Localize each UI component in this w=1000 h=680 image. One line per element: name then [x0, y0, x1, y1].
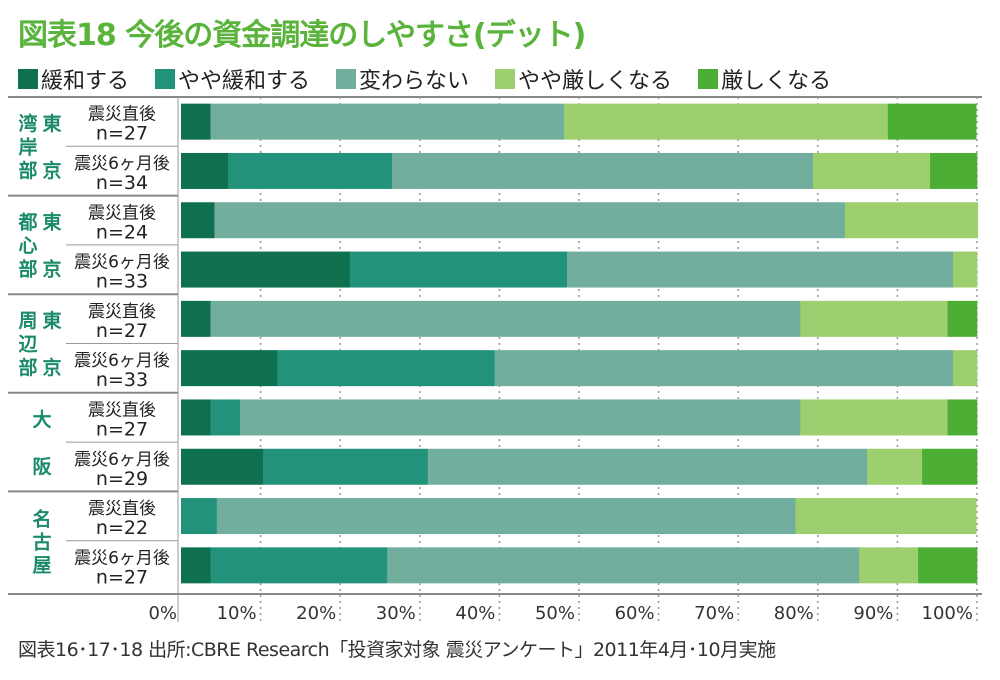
bar-segment-2 — [214, 202, 846, 239]
bar-segment-1 — [210, 547, 388, 584]
legend-swatch — [18, 69, 38, 89]
source-footnote: 図表16･17･18 出所:CBRE Research「投資家対象 震災アンケー… — [18, 639, 776, 661]
bar-segment-2 — [216, 498, 796, 535]
x-tick-label: 10% — [217, 603, 257, 624]
legend-label: 緩和する — [41, 69, 130, 94]
x-tick-label: 60% — [615, 603, 655, 624]
bar-segment-2 — [494, 350, 954, 387]
bar-segment-0 — [181, 547, 211, 584]
bar-segment-4 — [947, 300, 978, 337]
x-tick-label: 70% — [694, 603, 734, 624]
row-n-label: n=27 — [96, 418, 148, 440]
group-label: 大阪 — [32, 408, 52, 478]
bar-segment-1 — [262, 448, 429, 485]
bar-segment-3 — [563, 103, 889, 140]
bar-segment-3 — [867, 448, 923, 485]
row-n-label: n=33 — [96, 271, 148, 293]
x-tick-label: 100% — [922, 603, 973, 624]
bar-segment-2 — [391, 152, 814, 189]
bar-segment-0 — [181, 251, 351, 288]
group-label: 東京都心部 — [17, 211, 61, 281]
row-n-label: n=33 — [96, 369, 148, 391]
bar-segment-2 — [210, 300, 801, 337]
bar-segment-3 — [844, 202, 979, 239]
row-label: 震災6ヶ月後 — [74, 351, 170, 371]
x-tick-label: 40% — [455, 603, 495, 624]
bar-segment-3 — [953, 350, 978, 387]
legend-swatch — [336, 69, 357, 89]
row-n-label: n=24 — [96, 221, 148, 243]
bar-segment-0 — [181, 350, 278, 387]
x-tick-label: 50% — [535, 603, 575, 624]
chart-title: 図表18 今後の資金調達のしやすさ(デット) — [18, 18, 586, 53]
row-n-label: n=34 — [96, 172, 148, 194]
bar-segment-1 — [181, 498, 218, 535]
bar-segment-2 — [567, 251, 954, 288]
row-label: 震災直後 — [88, 400, 156, 420]
row-label: 震災6ヶ月後 — [74, 548, 170, 568]
bar-segment-1 — [227, 152, 393, 189]
row-n-label: n=27 — [96, 566, 148, 588]
legend-swatch — [155, 69, 176, 89]
bar-segment-0 — [181, 448, 264, 485]
row-label: 震災直後 — [88, 203, 156, 223]
legend: 緩和する やや緩和する 変わらない やや厳しくなる 厳しくなる — [18, 63, 831, 95]
bar-segment-2 — [239, 399, 801, 436]
bar-segment-3 — [795, 498, 977, 535]
row-label: 震災直後 — [88, 499, 156, 519]
row-label: 震災直後 — [88, 302, 156, 322]
bar-segment-3 — [953, 251, 978, 288]
x-tick-label: 0% — [148, 603, 177, 624]
legend-item: 変わらない — [336, 63, 469, 95]
bar-segment-2 — [210, 103, 565, 140]
legend-swatch — [495, 69, 516, 89]
x-tick-label: 30% — [376, 603, 416, 624]
bar-segment-4 — [918, 547, 978, 584]
bar-segment-3 — [859, 547, 919, 584]
bar-segment-2 — [387, 547, 860, 584]
x-tick-label: 90% — [853, 603, 893, 624]
legend-item: やや厳しくなる — [495, 63, 672, 95]
legend-label: やや厳しくなる — [518, 69, 673, 94]
bar-segment-0 — [181, 399, 211, 436]
bar-segment-4 — [930, 152, 978, 189]
bar-segment-4 — [887, 103, 977, 140]
bar-segment-1 — [349, 251, 568, 288]
row-label: 震災6ヶ月後 — [74, 450, 170, 470]
bar-segment-4 — [922, 448, 978, 485]
row-n-label: n=27 — [96, 123, 148, 145]
legend-item: やや緩和する — [155, 63, 310, 95]
group-label: 名古屋 — [32, 507, 51, 576]
row-label: 震災6ヶ月後 — [74, 253, 170, 273]
legend-item: 緩和する — [18, 63, 129, 95]
x-tick-label: 20% — [296, 603, 336, 624]
row-n-label: n=29 — [96, 468, 148, 490]
bar-segment-0 — [181, 202, 215, 239]
legend-swatch — [698, 69, 719, 89]
bar-segment-1 — [277, 350, 495, 387]
row-n-label: n=22 — [96, 517, 148, 539]
bar-segment-3 — [800, 399, 948, 436]
bar-segment-1 — [210, 399, 241, 436]
legend-label: 変わらない — [359, 69, 470, 94]
bar-segment-3 — [800, 300, 948, 337]
row-label: 震災直後 — [88, 105, 156, 125]
group-label: 東京湾岸部 — [18, 112, 61, 182]
bar-segment-2 — [427, 448, 868, 485]
bar-segment-4 — [947, 399, 978, 436]
x-tick-label: 80% — [774, 603, 814, 624]
group-label: 東京周辺部 — [18, 309, 61, 379]
bar-segment-3 — [813, 152, 931, 189]
bar-segment-0 — [181, 152, 229, 189]
bar-segment-0 — [181, 103, 211, 140]
legend-item: 厳しくなる — [698, 63, 831, 95]
legend-label: やや緩和する — [178, 69, 311, 94]
legend-label: 厳しくなる — [721, 69, 832, 94]
bar-segment-0 — [181, 300, 211, 337]
row-n-label: n=27 — [96, 320, 148, 342]
row-label: 震災6ヶ月後 — [74, 154, 170, 174]
